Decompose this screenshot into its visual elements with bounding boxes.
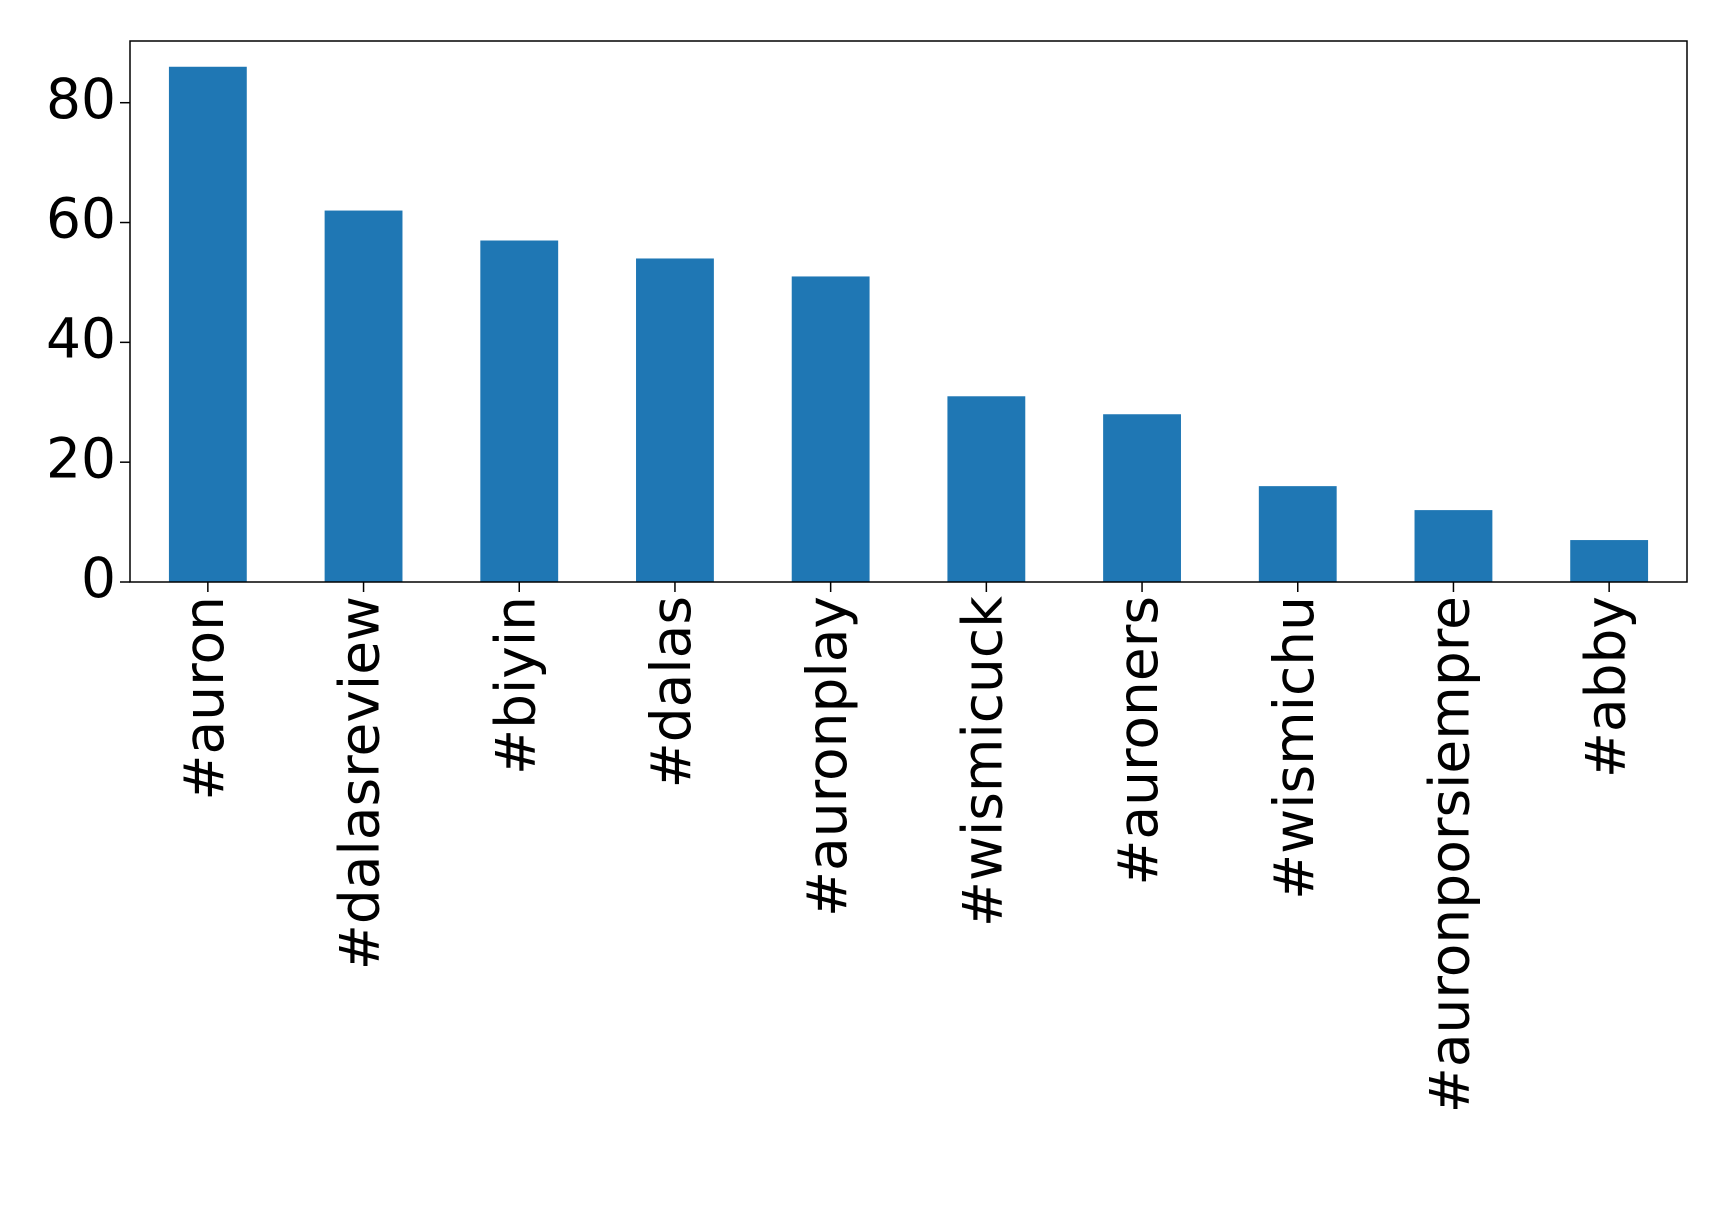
bar [480, 240, 559, 582]
x-tick-label: #abby [1573, 596, 1637, 778]
bar [636, 258, 714, 582]
y-tick-label: 80 [46, 67, 116, 131]
y-tick-label: 40 [46, 306, 116, 370]
x-tick-label: #auronplay [795, 596, 859, 917]
bar [791, 276, 870, 582]
x-tick-label: #wismicuck [950, 596, 1014, 927]
bar [1414, 510, 1493, 582]
x-tick-label: #wismichu [1262, 596, 1326, 900]
x-tick-label: #dalasreview [328, 596, 392, 970]
x-tick-label: #dalas [639, 596, 703, 788]
y-tick-label: 60 [46, 187, 116, 251]
plot-frame [129, 40, 1688, 583]
bar [1103, 414, 1181, 582]
y-tick-label: 20 [46, 426, 116, 490]
bar [168, 66, 247, 582]
x-tick-label: #auroners [1106, 596, 1170, 886]
bar [1570, 540, 1649, 582]
bar [947, 396, 1026, 582]
bar [324, 210, 403, 582]
x-tick-label: #auron [172, 596, 236, 801]
x-tick-label: #biyin [483, 596, 547, 775]
bar [1258, 486, 1337, 582]
y-tick-label: 0 [81, 546, 116, 610]
x-tick-label: #auronporsiempre [1418, 596, 1482, 1113]
